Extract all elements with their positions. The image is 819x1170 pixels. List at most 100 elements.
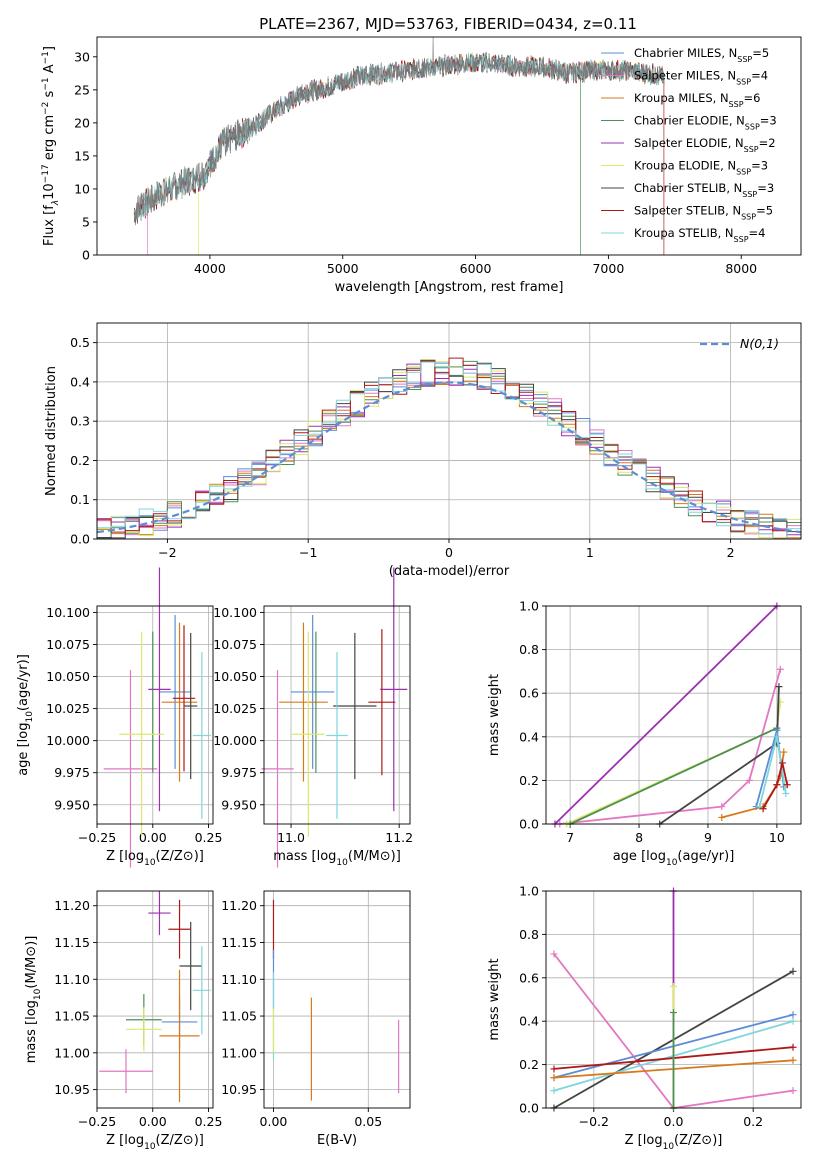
legend-label: Salpeter STELIB, NSSP=5 xyxy=(634,204,773,222)
mwage-xlabel: age [log10(age/yr)] xyxy=(613,849,735,868)
mwage-series-8 xyxy=(762,762,789,810)
massebv-xlabel: E(B-V) xyxy=(317,1133,357,1148)
mwage-ytick-label: 0.4 xyxy=(519,729,539,744)
agez-errorbar-2 xyxy=(161,622,198,782)
agemass-ytick-label: 10.100 xyxy=(213,605,257,620)
agemass-errorbar-0 xyxy=(291,614,335,769)
massebv-xtick-label: 0.05 xyxy=(354,1114,382,1129)
mwage-marker xyxy=(745,776,753,784)
figure-title: PLATE=2367, MJD=53763, FIBERID=0434, z=0… xyxy=(259,15,637,33)
legend-label: Kroupa STELIB, NSSP=4 xyxy=(634,226,765,244)
massz-ytick-label: 11.05 xyxy=(54,1009,90,1024)
agez-axes: −0.25 0.00 0.25 9.950 9.975 10.000 10.025 10.05… xyxy=(46,605,222,845)
residual-ylabel: Normed distribution xyxy=(44,366,59,496)
mwage-marker xyxy=(776,665,784,673)
mwage-xtick-label: 7 xyxy=(566,830,574,845)
massz-xtick-label: 0.25 xyxy=(195,1114,223,1129)
agez-ylabel: age [log10(age/yr)] xyxy=(16,654,35,776)
massz-ytick-label: 11.20 xyxy=(54,898,90,913)
mwage-marker xyxy=(783,781,791,789)
mwage-marker xyxy=(775,683,783,691)
mwz-xtick-label: 0.0 xyxy=(664,1114,684,1129)
agez-ytick-label: 10.075 xyxy=(46,637,90,652)
massebv-axes: 0.00 0.05 10.95 11.00 11.05 11.10 11.15 11.20 xyxy=(221,891,410,1129)
agez-xtick-label: −0.25 xyxy=(78,830,116,845)
agez-errorbar-0 xyxy=(159,614,191,769)
mwz-ytick-label: 0.0 xyxy=(519,1101,539,1116)
spectrum-line-8 xyxy=(133,52,665,220)
residual-xtick-label: 0 xyxy=(445,545,453,560)
spectrum-ytick-label: 5 xyxy=(82,214,90,229)
agemass-ytick-label: 9.950 xyxy=(221,797,257,812)
spectrum-xlabel: wavelength [Angstrom, rest frame] xyxy=(335,280,564,295)
residual-xtick-label: 1 xyxy=(586,545,594,560)
agez-errorbar-8 xyxy=(192,652,211,819)
mwage-series-3 xyxy=(569,727,778,825)
mwage-marker xyxy=(778,759,786,767)
mwz-ytick-label: 0.4 xyxy=(519,1014,539,1029)
residual-ytick-label: 0.4 xyxy=(70,374,90,389)
spectrum-ytick-label: 15 xyxy=(74,148,90,163)
spectrum-ytick-label: 10 xyxy=(74,181,90,196)
agemass-ytick-label: 10.025 xyxy=(213,701,257,716)
agemass-ytick-label: 10.050 xyxy=(213,669,257,684)
massz-frame xyxy=(96,890,214,1109)
mwage-marker xyxy=(780,748,788,756)
agez-xtick-label: 0.25 xyxy=(195,830,223,845)
massz-errorbar-4 xyxy=(148,891,171,936)
mwz-ytick-label: 0.2 xyxy=(519,1057,539,1072)
mwz-marker xyxy=(670,1009,677,1017)
residual-axes: −2 −1 0 1 2 0.0 0.1 0.2 0.3 0.4 0.5 xyxy=(70,323,801,560)
agez-ytick-label: 9.975 xyxy=(54,765,90,780)
spectrum-frame xyxy=(96,36,802,256)
spectrum-ytick-label: 20 xyxy=(74,115,90,130)
mwage-ytick-label: 0.6 xyxy=(519,686,539,701)
residual-ytick-label: 0.5 xyxy=(70,335,90,350)
massz-axes: −0.25 0.00 0.25 10.95 11.00 11.05 11.10 11.15 11… xyxy=(54,891,222,1129)
agemass-errorbar-5 xyxy=(292,631,325,837)
mwage-xtick-label: 9 xyxy=(704,830,712,845)
legend-label: Chabrier STELIB, NSSP=3 xyxy=(634,181,774,199)
mwz-ytick-label: 0.6 xyxy=(519,970,539,985)
agemass-ytick-label: 9.975 xyxy=(221,765,257,780)
mwz-marker xyxy=(789,1011,797,1019)
massz-errorbar-7 xyxy=(168,899,191,959)
massz-xlabel: Z [log10(Z/Z⊙)] xyxy=(106,1133,204,1152)
mwz-marker xyxy=(550,1087,558,1095)
agemass-ytick-label: 10.000 xyxy=(213,733,257,748)
spectrum-axes: 4000 5000 6000 7000 8000 0 5 10 15 20 25 30 xyxy=(74,49,757,276)
agemass-errorbar-4 xyxy=(380,567,408,812)
agemass-xtick-label: 11.0 xyxy=(277,830,305,845)
agez-ytick-label: 10.050 xyxy=(46,669,90,684)
massebv-xtick-label: 0.00 xyxy=(260,1114,288,1129)
mwage-ytick-label: 0.0 xyxy=(519,817,539,832)
mwz-marker xyxy=(789,1043,797,1051)
spectrum-ylabel: Flux [fλ10−17 erg cm−2 s−1 A−1] xyxy=(41,46,61,246)
agemass-xtick-label: 11.2 xyxy=(385,830,413,845)
mwz-ytick-label: 1.0 xyxy=(519,884,539,899)
massz-errorbar-5 xyxy=(126,1007,162,1052)
spectrum-xtick-label: 8000 xyxy=(725,261,757,276)
residual-legend-label: N(0,1) xyxy=(740,336,779,351)
agemass-errorbar-1 xyxy=(261,670,294,868)
agez-ytick-label: 9.950 xyxy=(54,797,90,812)
legend-label: Kroupa MILES, NSSP=6 xyxy=(634,91,760,109)
mwage-ylabel: mass weight xyxy=(487,674,502,756)
massz-errorbar-2 xyxy=(159,969,200,1103)
mwz-xtick-label: 0.2 xyxy=(743,1114,763,1129)
mwage-frame xyxy=(545,605,802,825)
mwage-ytick-label: 0.2 xyxy=(519,773,539,788)
massz-ytick-label: 11.00 xyxy=(54,1045,90,1060)
agez-errorbar-5 xyxy=(119,631,164,837)
residual-ytick-label: 0.3 xyxy=(70,414,90,429)
spectrum-ytick-label: 25 xyxy=(74,82,90,97)
mwz-xlabel: Z [log10(Z/Z⊙)] xyxy=(625,1133,723,1152)
mwage-ytick-label: 0.8 xyxy=(519,642,539,657)
mwage-marker xyxy=(773,726,781,734)
mwage-series-1 xyxy=(559,668,782,825)
mwz-marker xyxy=(550,950,558,958)
legend-label: Chabrier ELODIE, NSSP=3 xyxy=(634,114,777,132)
massebv-ytick-label: 11.05 xyxy=(221,1009,257,1024)
spectrum-legend: Chabrier MILES, NSSP=5 Salpeter MILES, NS… xyxy=(601,46,777,244)
